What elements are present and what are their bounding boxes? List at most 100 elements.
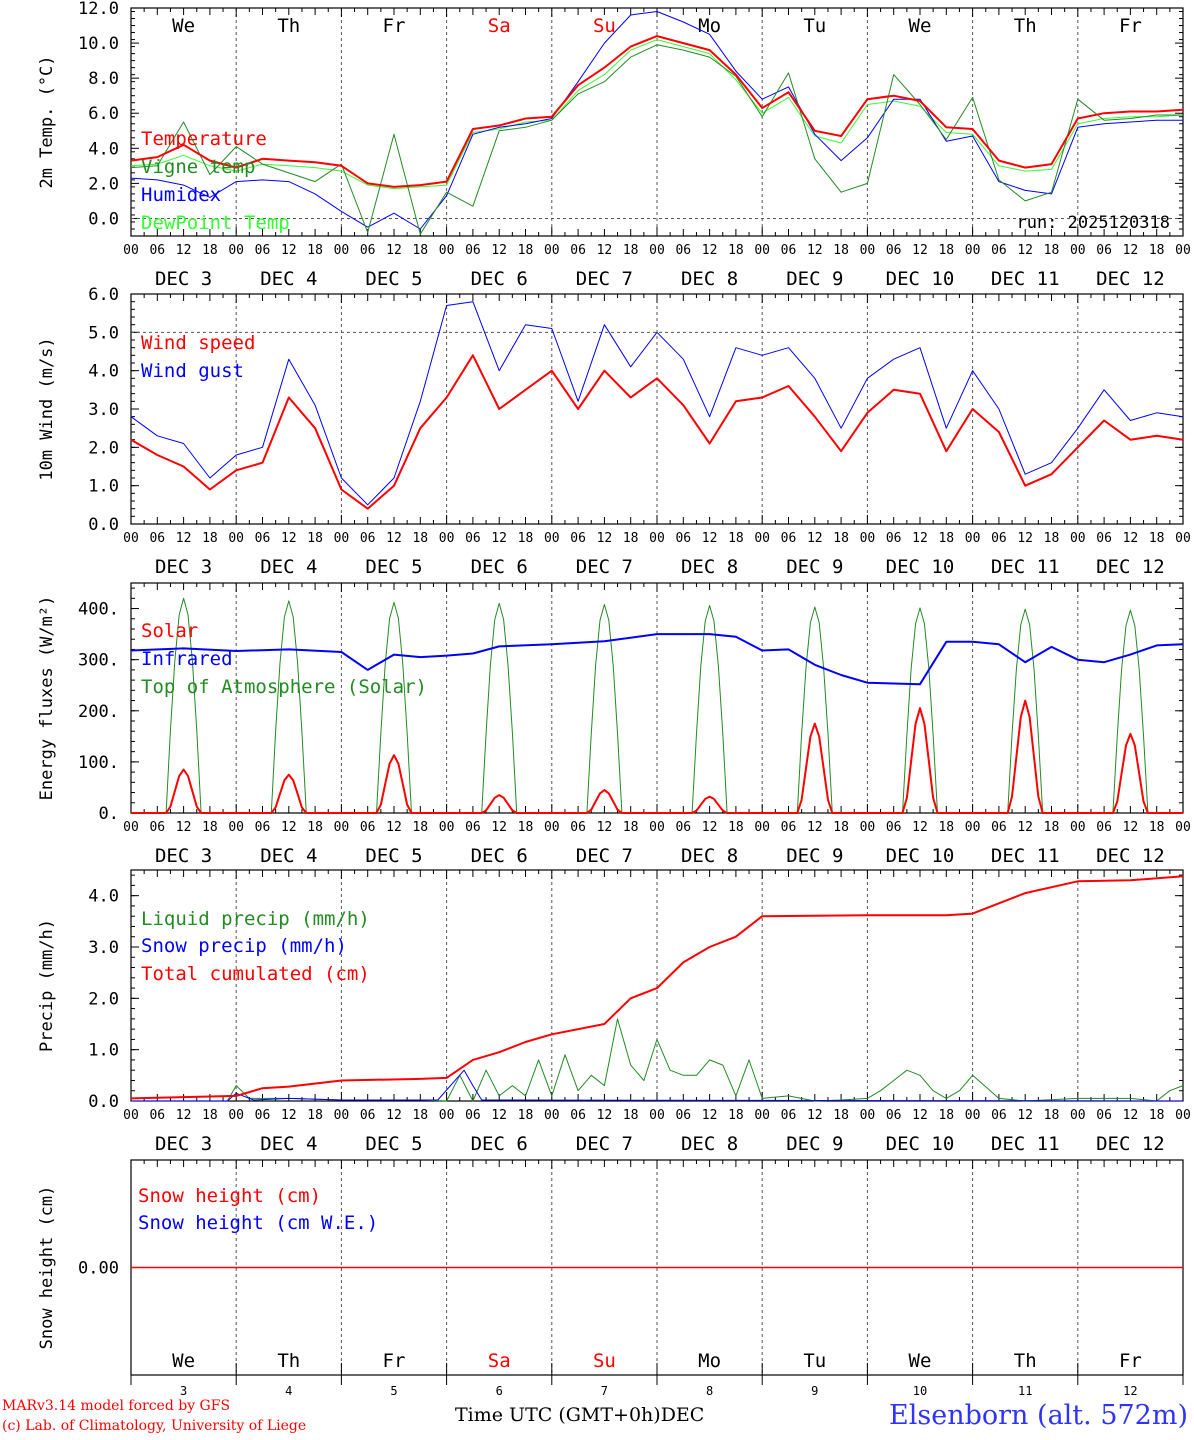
legend-entry: Total cumulated (cm) (141, 963, 370, 985)
x-tick-label: 18 (623, 243, 639, 258)
y-tick-label: 3.0 (88, 400, 119, 420)
x-date-label: DEC 5 (365, 268, 422, 290)
y-tick-label: 0.0 (88, 1092, 119, 1112)
day-of-week-label: We (909, 15, 932, 37)
x-tick-label: 00 (1175, 1108, 1191, 1123)
x-tick-label: 06 (255, 531, 271, 546)
x-tick-label: 06 (255, 820, 271, 835)
x-tick-label: 00 (228, 1108, 244, 1123)
y-axis-label: Precip (mm/h) (37, 919, 57, 1052)
x-tick-label: 00 (754, 1108, 770, 1123)
x-tick-label: 00 (649, 820, 665, 835)
x-tick-label: 00 (965, 531, 981, 546)
x-tick-label: 18 (938, 531, 954, 546)
legend-entry: Humidex (141, 184, 221, 206)
x-date-label: DEC 7 (576, 1133, 633, 1155)
x-tick-label: 00 (544, 820, 560, 835)
x-tick-label: 12 (281, 531, 297, 546)
x-date-label: DEC 8 (681, 556, 738, 578)
x-tick-label: 06 (886, 531, 902, 546)
x-tick-label: 12 (1017, 1108, 1033, 1123)
x-tick-label: 12 (1123, 243, 1139, 258)
x-tick-label: 18 (623, 1108, 639, 1123)
x-tick-label: 12 (176, 1108, 192, 1123)
x-tick-label: 18 (202, 820, 218, 835)
x-tick-label: 06 (886, 1108, 902, 1123)
x-tick-label: 18 (1149, 243, 1165, 258)
x-tick-label: 18 (518, 1108, 534, 1123)
y-tick-label: 12.0 (78, 0, 119, 19)
x-tick-label: 18 (307, 820, 323, 835)
x-tick-label: 00 (1070, 1108, 1086, 1123)
x-tick-label: 06 (149, 820, 165, 835)
x-tick-label: 12 (912, 243, 928, 258)
day-of-week-label: We (172, 1350, 195, 1372)
x-tick-label: 00 (228, 820, 244, 835)
run-annotation: run: 2025120318 (1016, 213, 1170, 233)
x-day-number: 6 (496, 1384, 503, 1398)
day-of-week-label: Th (1014, 1350, 1037, 1372)
day-of-week-label: Fr (1119, 15, 1142, 37)
x-tick-label: 12 (491, 531, 507, 546)
x-tick-label: 00 (1070, 820, 1086, 835)
x-date-label: DEC 11 (991, 268, 1060, 290)
x-tick-label: 00 (860, 820, 876, 835)
series-line (130, 301, 1184, 506)
x-tick-label: 00 (754, 531, 770, 546)
y-tick-label: 0.0 (88, 515, 119, 535)
x-date-label: DEC 7 (576, 845, 633, 867)
x-tick-label: 12 (807, 820, 823, 835)
legend-entry: Vigne temp (141, 156, 255, 178)
x-tick-label: 06 (675, 1108, 691, 1123)
day-of-week-label: Tu (803, 1350, 826, 1372)
x-tick-label: 12 (912, 820, 928, 835)
x-axis-title-text: Time UTC (GMT+0h) (455, 1404, 661, 1426)
day-of-week-label: Fr (1119, 1350, 1142, 1372)
x-day-number: 5 (390, 1384, 397, 1398)
x-tick-label: 06 (675, 820, 691, 835)
panel-5: 0.00 Snow height (cm) We Th Fr Sa Su Mo Tu We Th Fr… (37, 1159, 1184, 1398)
x-tick-label: 18 (1044, 1108, 1060, 1123)
x-day-number: 4 (285, 1384, 292, 1398)
x-day-number: 9 (811, 1384, 818, 1398)
y-tick-label: 6.0 (88, 285, 119, 305)
y-tick-label: 200. (78, 702, 119, 722)
x-tick-label: 06 (255, 1108, 271, 1123)
x-tick-label: 06 (781, 243, 797, 258)
x-tick-label: 00 (649, 1108, 665, 1123)
x-tick-label: 12 (491, 820, 507, 835)
x-date-label: DEC 3 (155, 268, 212, 290)
panel-1: 0.0 2.0 4.0 6.0 8.0 10.0 12.0 2m Temp. (°C) 00 06… (37, 0, 1191, 290)
x-tick-label: 12 (176, 820, 192, 835)
x-day-number: 10 (913, 1384, 927, 1398)
x-tick-label: 00 (860, 531, 876, 546)
panel-3: 0. 100. 200. 300. 400. Energy fluxes (W/m²) 00… (37, 582, 1191, 867)
x-date-label: DEC 12 (1096, 556, 1165, 578)
x-tick-label: 12 (176, 243, 192, 258)
x-tick-label: 18 (938, 820, 954, 835)
x-tick-label: 00 (965, 820, 981, 835)
x-tick-label: 06 (991, 243, 1007, 258)
x-tick-label: 12 (807, 243, 823, 258)
x-day-number: 7 (601, 1384, 608, 1398)
x-tick-label: 00 (123, 243, 139, 258)
x-date-label: DEC 9 (786, 556, 843, 578)
x-tick-label: 12 (597, 531, 613, 546)
x-tick-label: 12 (597, 243, 613, 258)
x-date-label: DEC 7 (576, 268, 633, 290)
y-tick-label: 0. (99, 804, 119, 824)
x-tick-label: 18 (307, 531, 323, 546)
legend-entry: Snow precip (mm/h) (141, 935, 347, 957)
x-tick-label: 06 (360, 820, 376, 835)
x-date-label: DEC 10 (886, 845, 955, 867)
day-of-week-label: Th (277, 15, 300, 37)
series-line (130, 35, 1184, 188)
x-tick-label: 18 (623, 820, 639, 835)
x-date-label: DEC 9 (786, 845, 843, 867)
series-line (130, 39, 1184, 190)
x-day-number: 8 (706, 1384, 713, 1398)
x-tick-label: 00 (439, 243, 455, 258)
x-tick-label: 12 (702, 243, 718, 258)
x-tick-label: 18 (412, 243, 428, 258)
